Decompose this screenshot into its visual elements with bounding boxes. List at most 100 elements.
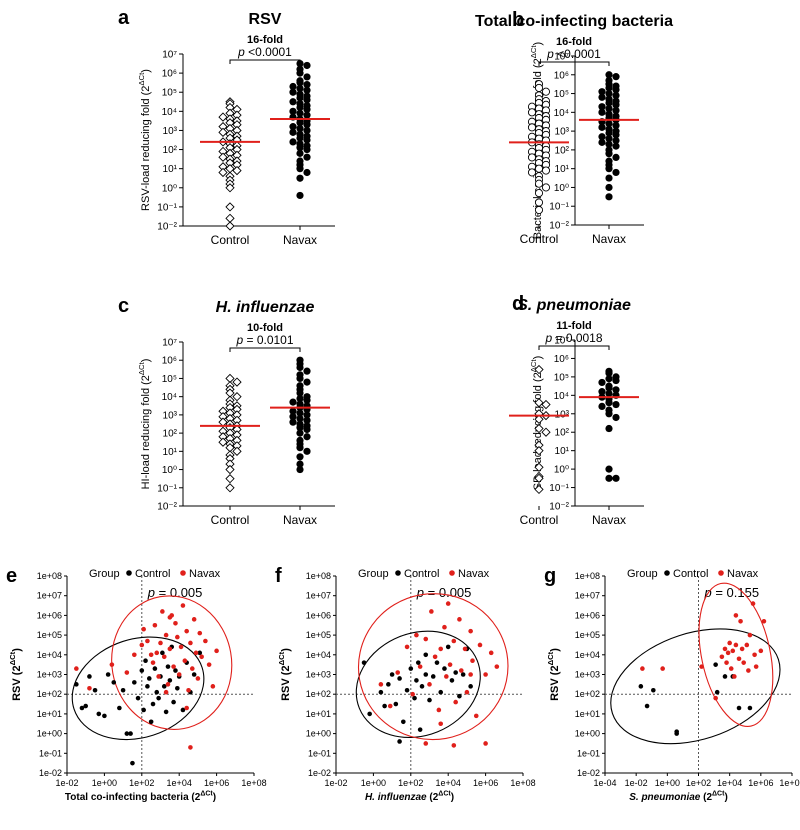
data-point [612,136,620,145]
data-point [445,644,451,650]
data-point [444,674,449,679]
legend-marker-navax [180,570,186,576]
x-tick-label: 1e+02 [398,778,423,788]
data-point [534,205,544,215]
data-point [605,375,613,383]
data-point [752,652,757,658]
data-point [612,168,620,177]
x-tick-label: 1e-04 [593,778,616,788]
data-point [427,697,432,703]
x-tick-label: 1e+04 [167,778,192,788]
data-point [733,642,739,648]
data-point [473,713,479,719]
y-tick-label: 10³ [555,127,570,138]
data-point [605,193,613,201]
data-point [612,101,620,109]
data-point [460,672,466,677]
data-point [296,460,304,468]
data-point [417,727,423,732]
y-axis-label: HI-load reducing fold (2ΔCt) [137,359,152,490]
data-point [188,640,193,646]
data-point [612,400,620,409]
data-point [401,719,406,725]
data-point [296,124,304,133]
data-point [83,703,88,709]
y-tick-label: 10⁰ [554,465,569,476]
data-point [605,384,613,392]
data-point [289,107,297,115]
data-point [225,464,235,475]
y-tick-label: 10¹ [555,446,570,457]
data-point [184,705,189,711]
data-point [738,619,743,624]
data-point [598,123,606,131]
data-point [442,624,447,630]
data-point [199,654,204,660]
panel-title: Total co-infecting bacteria [475,13,673,30]
data-point [182,658,188,664]
data-point [218,127,228,137]
p-value-label: p <0.0001 [237,45,292,59]
legend-label-navax: Navax [189,568,221,580]
panel-title: RSV [249,11,282,28]
data-point [605,129,613,137]
data-point [462,646,468,652]
data-point [232,392,242,402]
data-point [605,165,613,173]
y-tick-label: 10⁻² [157,222,177,233]
x-tick-label: 1e+06 [748,778,773,788]
legend-label-navax: Navax [458,568,490,580]
data-point [145,684,150,689]
data-point [156,674,161,679]
data-point [188,745,193,750]
data-point [527,153,537,162]
y-tick-label: 1e-01 [39,748,62,758]
data-point [111,680,117,685]
data-point [303,73,311,81]
data-point [130,760,135,766]
data-point [171,664,176,669]
data-point [447,662,453,667]
y-tick-label: 10³ [163,126,178,137]
y-tick-label: 1e+00 [37,729,62,739]
data-point [750,601,756,606]
data-point [612,106,620,115]
y-tick-label: 1e+05 [37,630,62,640]
data-point [361,660,367,665]
data-point [296,374,304,383]
data-point [449,678,455,683]
data-point [210,684,216,689]
data-point [289,418,297,426]
data-point [180,603,186,608]
x-tick-label: 1e+06 [473,778,498,788]
significance-bracket [538,61,610,66]
data-point [457,617,462,622]
data-point [477,642,483,648]
data-point [534,462,544,472]
data-point [303,447,311,455]
data-point [727,640,732,646]
data-point [225,483,235,493]
data-point [464,689,470,695]
data-point [173,668,178,673]
data-point [724,660,729,665]
data-point [612,413,620,422]
data-point [722,646,728,652]
series-navax [289,356,311,474]
y-tick-label: 1e+04 [575,650,600,660]
data-point [605,424,613,433]
data-point [296,414,304,423]
x-tick-label: 1e+06 [204,778,229,788]
y-tick-label: 10⁵ [554,89,569,100]
data-point [612,386,620,394]
data-point [612,376,620,385]
y-tick-label: 10² [555,145,570,156]
legend-title: Group [358,568,389,580]
series-navax [378,601,500,748]
data-point [139,642,145,648]
data-point [296,144,304,152]
data-point [598,88,606,96]
data-point [605,465,613,473]
data-point [453,699,458,705]
p-value-label: p = 0.0101 [235,333,293,347]
